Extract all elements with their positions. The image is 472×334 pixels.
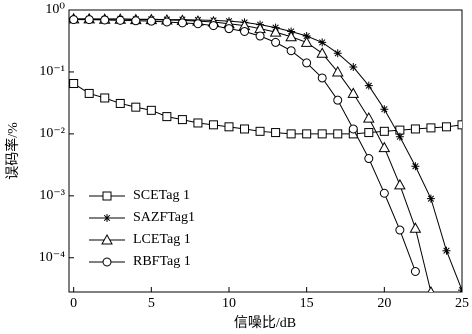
marker xyxy=(426,194,435,203)
marker xyxy=(286,46,296,56)
marker xyxy=(100,93,110,103)
marker xyxy=(426,123,436,133)
plot-area xyxy=(69,12,462,292)
marker xyxy=(409,222,422,233)
marker xyxy=(224,122,234,132)
series-line xyxy=(73,18,432,292)
x-tick-label: 10 xyxy=(222,296,236,311)
marker xyxy=(240,124,250,134)
y-tick-label: 10⁻³ xyxy=(39,188,65,203)
marker xyxy=(362,112,375,123)
x-tick-label: 0 xyxy=(70,296,77,311)
marker xyxy=(300,36,313,47)
legend-marker xyxy=(102,257,112,267)
marker xyxy=(410,266,420,276)
plot-frame xyxy=(68,9,463,293)
marker xyxy=(84,88,94,98)
marker xyxy=(255,31,265,41)
marker xyxy=(208,21,218,31)
y-tick-label: 10⁻⁴ xyxy=(39,250,65,265)
marker xyxy=(69,15,79,25)
marker xyxy=(302,129,312,139)
marker xyxy=(427,285,435,292)
marker xyxy=(240,26,250,36)
x-tick-label: 20 xyxy=(377,296,391,311)
marker xyxy=(442,246,451,255)
marker xyxy=(378,141,391,153)
marker xyxy=(146,105,156,115)
marker xyxy=(333,49,342,58)
marker xyxy=(317,73,327,83)
x-axis-label: 信噪比/dB xyxy=(234,315,296,331)
legend-marker xyxy=(102,191,112,201)
marker xyxy=(394,178,406,190)
marker xyxy=(379,188,389,198)
marker xyxy=(302,32,311,41)
y-tick-label: 10⁰ xyxy=(45,2,65,17)
marker xyxy=(286,129,296,139)
marker xyxy=(146,16,156,26)
marker xyxy=(115,15,125,25)
marker xyxy=(115,98,125,108)
marker xyxy=(177,18,187,28)
marker xyxy=(162,112,172,122)
marker xyxy=(271,128,281,138)
marker xyxy=(317,129,327,139)
marker xyxy=(316,47,329,58)
marker xyxy=(458,286,462,292)
marker xyxy=(177,115,187,125)
legend-marker xyxy=(103,214,111,222)
x-tick-label: 15 xyxy=(300,296,314,311)
marker xyxy=(331,65,344,77)
x-tick-label: 5 xyxy=(148,296,155,311)
marker xyxy=(395,132,404,141)
marker xyxy=(318,38,327,47)
marker xyxy=(302,58,312,68)
legend-label: SCETag 1 xyxy=(133,188,190,203)
legend-label: RBFTag 1 xyxy=(133,254,191,269)
marker xyxy=(193,118,203,128)
marker xyxy=(333,95,343,105)
marker xyxy=(379,126,389,136)
marker xyxy=(349,63,358,72)
y-tick-label: 10⁻² xyxy=(39,126,65,141)
marker xyxy=(333,129,343,139)
marker xyxy=(100,15,110,25)
marker xyxy=(269,26,282,37)
marker xyxy=(441,122,451,132)
marker xyxy=(364,154,374,164)
legend-label: LCETag 1 xyxy=(133,232,191,247)
marker xyxy=(84,15,94,25)
marker xyxy=(193,19,203,29)
marker xyxy=(224,24,234,34)
marker xyxy=(380,105,389,114)
marker xyxy=(271,37,281,47)
marker xyxy=(364,81,373,90)
x-tick-label: 25 xyxy=(455,296,469,311)
legend-marker xyxy=(101,233,113,245)
marker xyxy=(457,120,462,130)
legend-label: SAZFTag1 xyxy=(133,210,195,225)
marker xyxy=(285,30,297,42)
series-line xyxy=(73,18,462,291)
series-line xyxy=(73,19,416,272)
marker xyxy=(347,87,360,98)
marker xyxy=(411,162,420,171)
y-tick-label: 10⁻¹ xyxy=(39,64,65,79)
marker xyxy=(131,102,141,112)
marker xyxy=(162,17,172,27)
marker xyxy=(69,79,79,89)
marker xyxy=(395,225,405,235)
marker xyxy=(131,16,141,26)
marker xyxy=(348,124,358,134)
y-axis-label: 误码率/% xyxy=(4,122,21,180)
marker xyxy=(410,124,420,134)
marker xyxy=(255,126,265,136)
marker xyxy=(364,128,374,138)
marker xyxy=(208,120,218,130)
